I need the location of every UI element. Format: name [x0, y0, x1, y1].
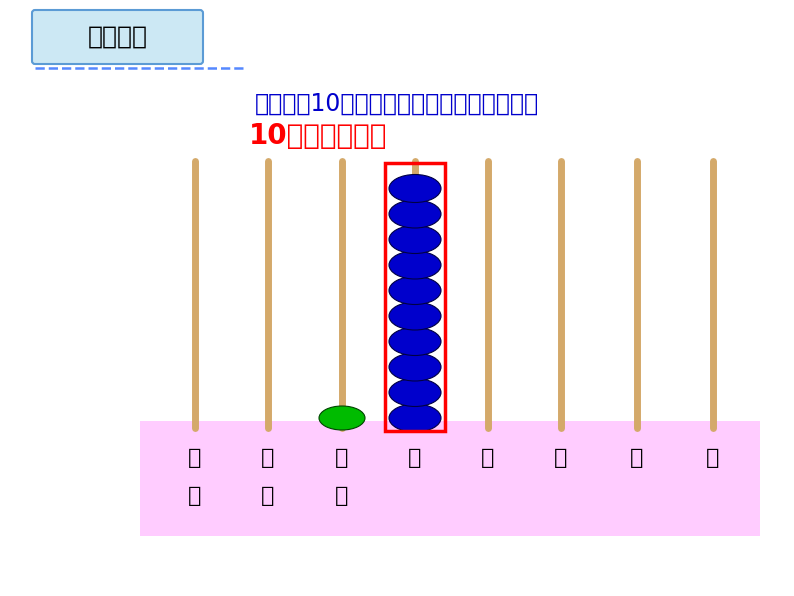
- Text: 十: 十: [630, 448, 644, 468]
- Ellipse shape: [389, 302, 441, 330]
- Text: 万: 万: [188, 486, 202, 506]
- Text: 个: 个: [707, 448, 719, 468]
- Text: 十: 十: [335, 448, 349, 468]
- Ellipse shape: [319, 406, 365, 430]
- Text: 我们知道10个一千是一万，再接着数下去：: 我们知道10个一千是一万，再接着数下去：: [255, 92, 539, 116]
- Text: 万: 万: [408, 448, 422, 468]
- Text: 千: 千: [481, 448, 495, 468]
- Ellipse shape: [389, 353, 441, 381]
- Ellipse shape: [389, 200, 441, 228]
- Text: 千: 千: [188, 448, 202, 468]
- Ellipse shape: [389, 327, 441, 355]
- Ellipse shape: [389, 277, 441, 305]
- Ellipse shape: [389, 378, 441, 406]
- FancyBboxPatch shape: [32, 10, 203, 64]
- Ellipse shape: [389, 251, 441, 279]
- Bar: [385, 163, 445, 431]
- Ellipse shape: [389, 175, 441, 203]
- Ellipse shape: [389, 404, 441, 432]
- Text: 百: 百: [261, 448, 275, 468]
- Text: 探究新知: 探究新知: [87, 25, 148, 49]
- Bar: [140, 421, 760, 536]
- Text: 10个一万是十万: 10个一万是十万: [249, 122, 387, 150]
- Text: 万: 万: [335, 486, 349, 506]
- Text: 万: 万: [261, 486, 275, 506]
- Text: 百: 百: [554, 448, 568, 468]
- Ellipse shape: [389, 225, 441, 253]
